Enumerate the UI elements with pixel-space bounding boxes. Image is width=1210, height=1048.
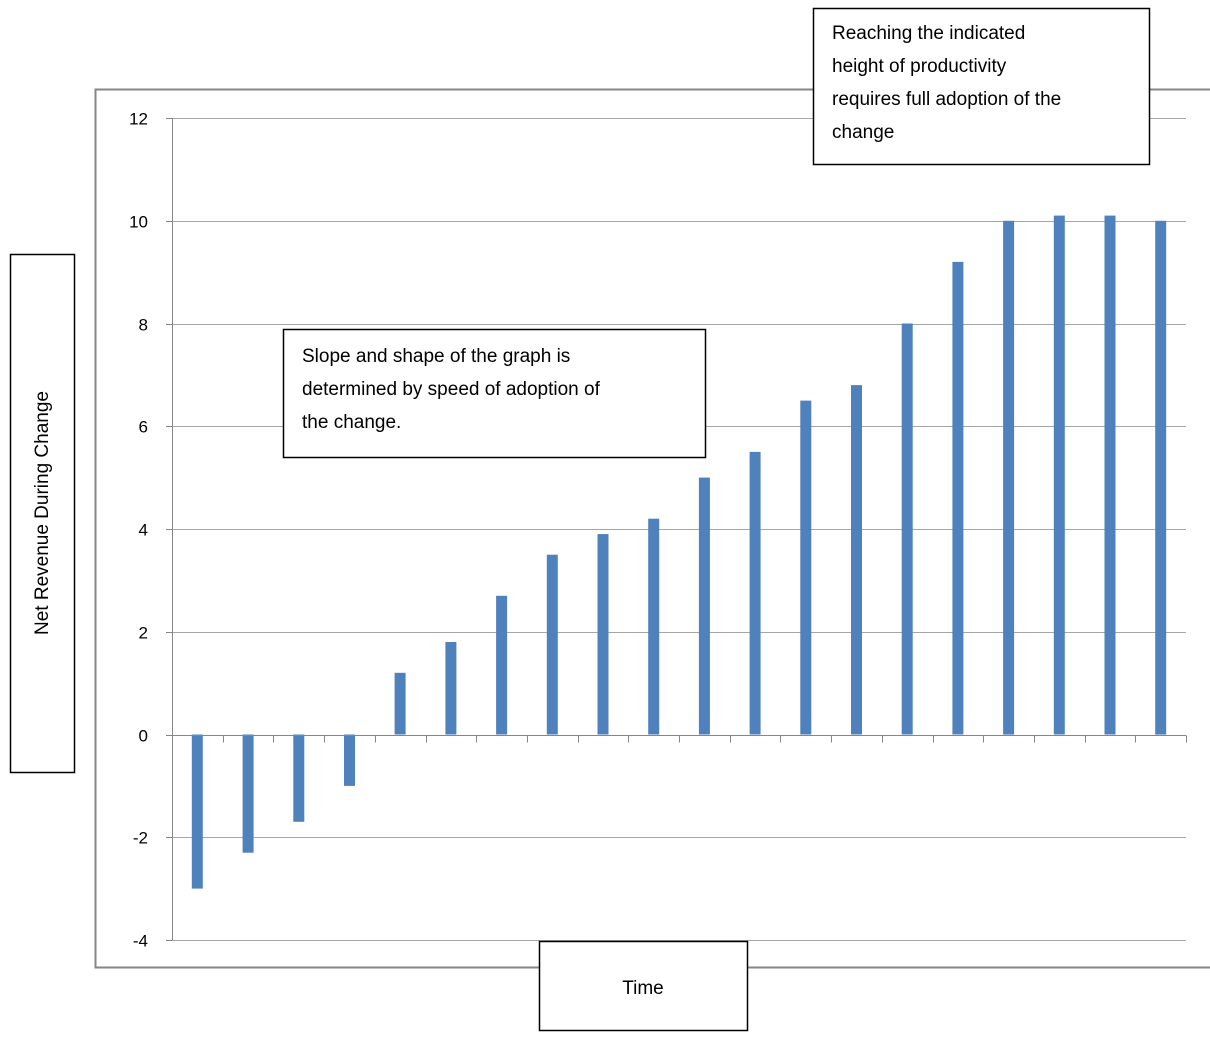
bar-15 <box>901 323 913 735</box>
annotation-slope-line-2: determined by speed of adoption of <box>302 379 601 400</box>
bar-1 <box>191 734 203 889</box>
bars <box>191 215 1167 889</box>
y-tick-label: 6 <box>139 418 148 437</box>
y-tick-label: 0 <box>139 727 148 746</box>
axes <box>166 118 1187 941</box>
bar-9 <box>597 534 609 735</box>
bar-3 <box>293 734 305 822</box>
bar-6 <box>445 642 457 735</box>
y-tick-label: 8 <box>139 316 148 335</box>
y-tick-label: 10 <box>129 213 148 232</box>
bar-8 <box>546 554 558 735</box>
x-axis-label: Time <box>622 978 664 999</box>
annotation-slope-box: Slope and shape of the graph is determin… <box>282 328 707 459</box>
bar-4 <box>344 734 355 786</box>
y-tick-label: -2 <box>133 829 148 848</box>
annotation-reach-line-3: requires full adoption of the <box>832 89 1061 110</box>
bar-10 <box>648 518 660 735</box>
bar-19 <box>1104 215 1116 735</box>
x-axis-label-box: Time <box>538 940 749 1032</box>
annotation-reach-line-1: Reaching the indicated <box>832 23 1025 44</box>
y-tick-label: 4 <box>139 521 148 540</box>
y-axis-label: Net Revenue During Change <box>32 391 53 635</box>
bar-2 <box>242 734 254 853</box>
annotation-reach-box: Reaching the indicated height of product… <box>812 7 1151 166</box>
bar-16 <box>952 261 964 735</box>
annotation-reach-line-4: change <box>832 122 894 143</box>
bar-13 <box>800 400 812 735</box>
y-tick-label: 12 <box>129 110 148 129</box>
bar-7 <box>496 595 508 735</box>
annotation-slope-line-1: Slope and shape of the graph is <box>302 346 570 367</box>
bar-20 <box>1155 220 1167 735</box>
y-tick-labels: -4 -2 0 2 4 6 8 10 12 <box>129 110 148 951</box>
y-tick-label: -4 <box>133 932 148 951</box>
bar-5 <box>394 672 406 735</box>
bar-18 <box>1053 215 1065 735</box>
bar-12 <box>749 451 761 735</box>
bar-11 <box>698 477 710 735</box>
bar-14 <box>851 385 862 735</box>
annotation-reach-line-2: height of productivity <box>832 56 1007 77</box>
bar-17 <box>1003 220 1015 735</box>
y-tick-label: 2 <box>139 624 148 643</box>
annotation-slope-line-3: the change. <box>302 412 401 433</box>
y-axis-label-box: Net Revenue During Change <box>9 253 76 774</box>
